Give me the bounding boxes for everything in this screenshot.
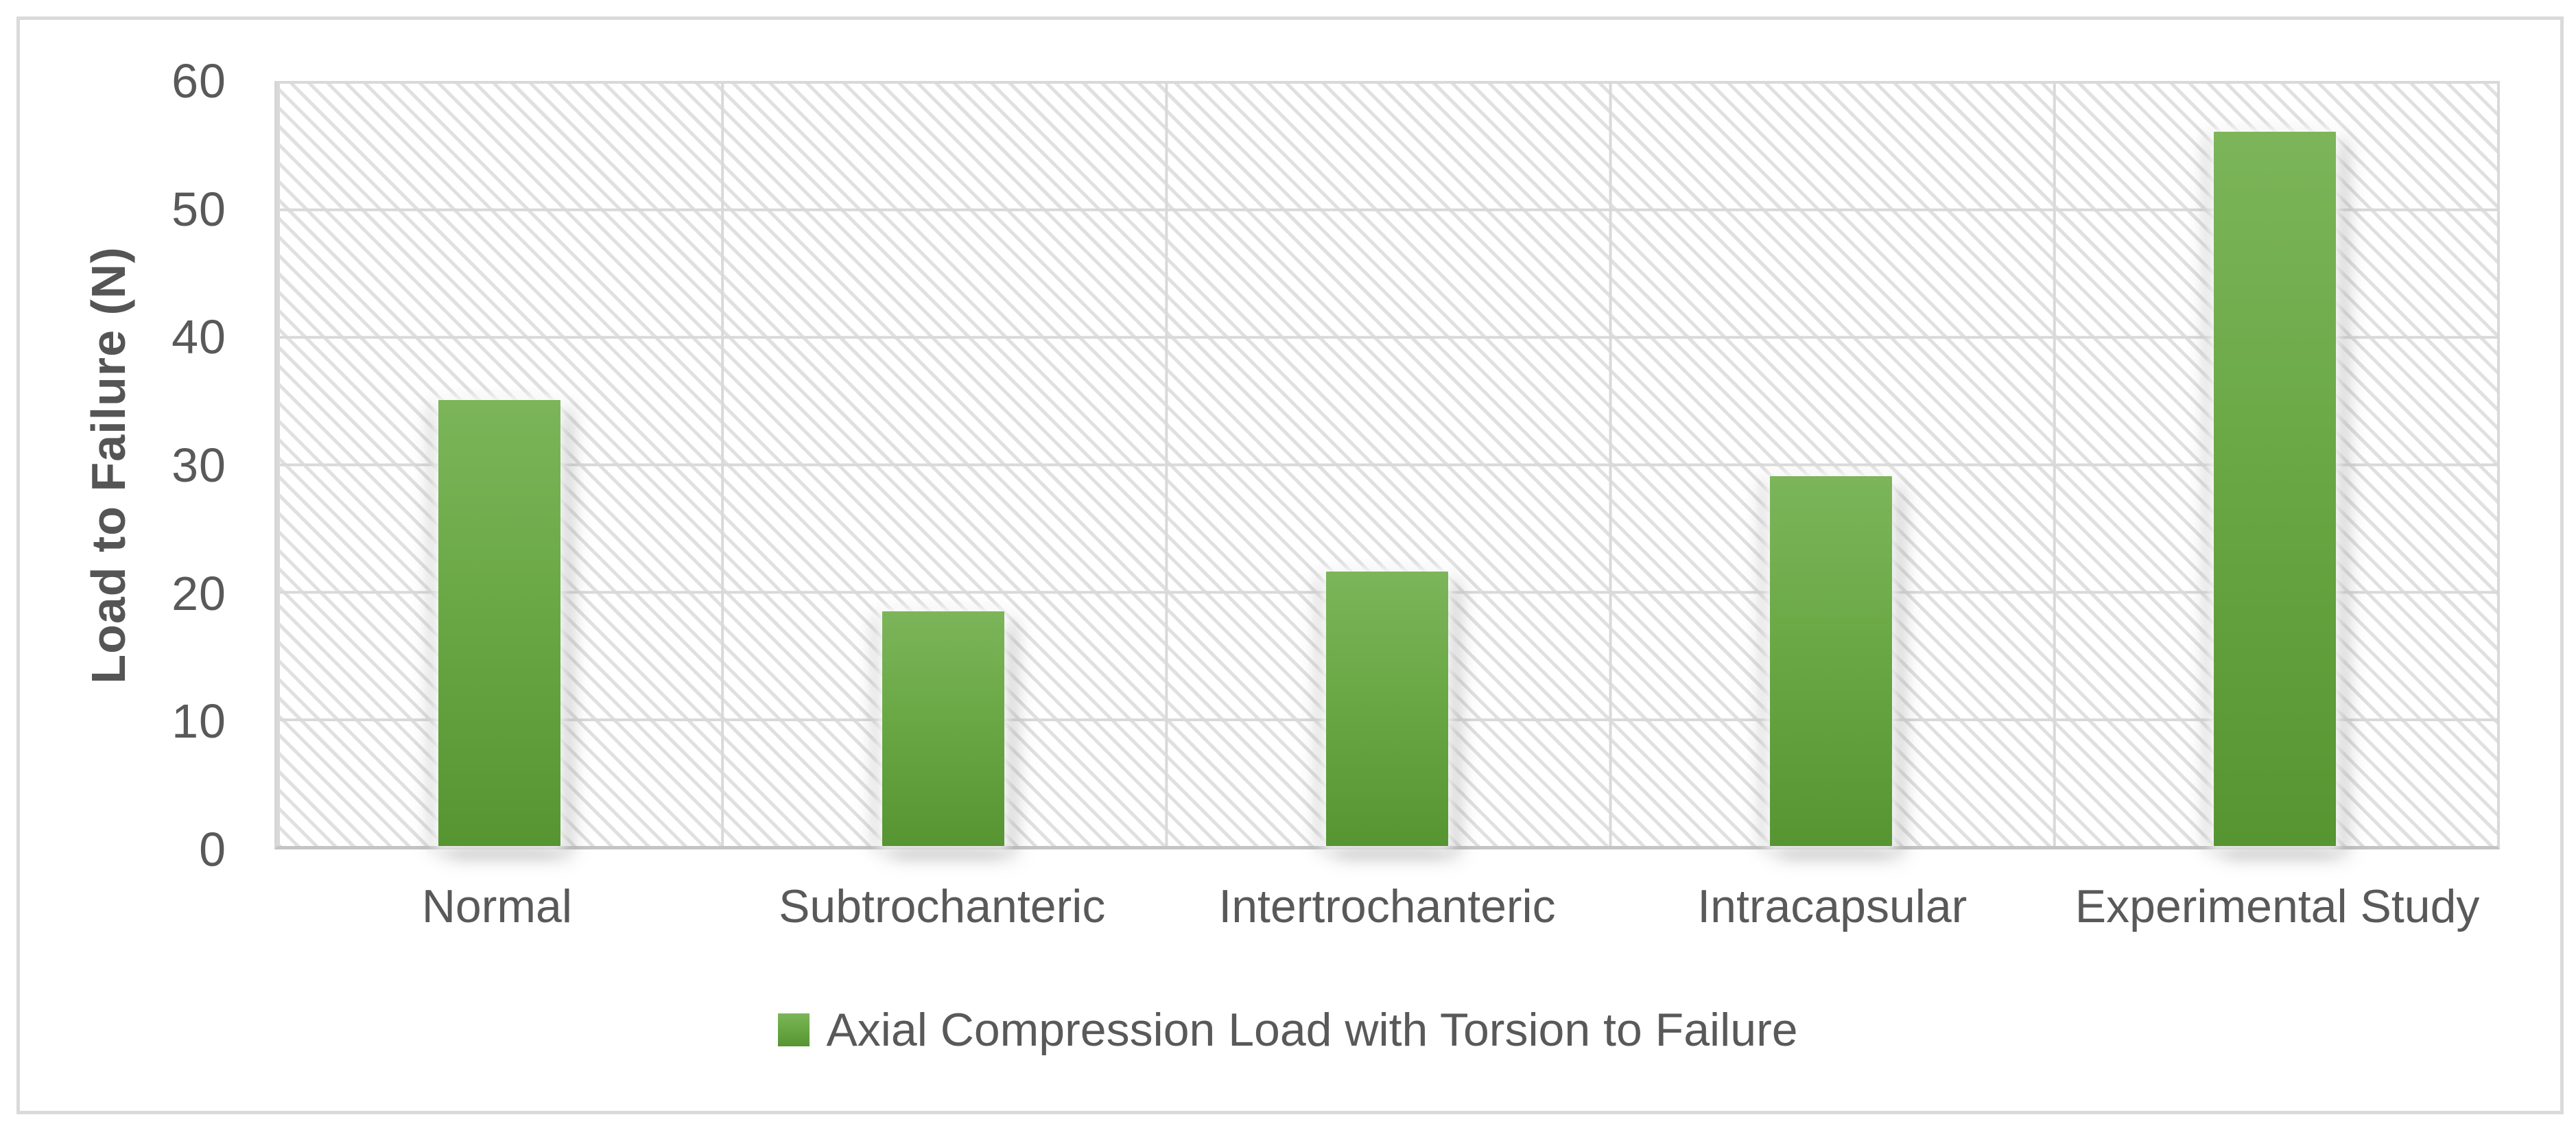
y-axis-tick-labels: 0 10 20 30 40 50 60 [0, 54, 226, 876]
category-label: Normal [421, 880, 572, 932]
legend: Axial Compression Load with Torsion to F… [0, 1003, 2576, 1057]
bar-experimental-study [2214, 132, 2337, 846]
y-tick-label-40: 40 [172, 310, 226, 364]
y-tick-label-0: 0 [199, 823, 226, 876]
bar-intracapsular [1770, 476, 1893, 846]
y-tick-label-30: 30 [172, 438, 226, 492]
plot-area [274, 81, 2500, 849]
y-tick-label-50: 50 [172, 182, 226, 236]
legend-swatch-icon [778, 1013, 810, 1046]
category-label: Subtrochanteric [779, 880, 1106, 932]
y-tick-label-10: 10 [172, 694, 226, 749]
y-tick-label-20: 20 [172, 566, 226, 620]
bar-intertrochanteric [1326, 572, 1448, 846]
x-axis-category-labels: Normal Subtrochanteric Intertrochanteric In… [274, 880, 2500, 933]
category-label: Experimental Study [2075, 880, 2480, 932]
bar-subtrochanteric [882, 611, 1004, 846]
category-label: Intertrochanteric [1218, 880, 1556, 932]
category-label: Intracapsular [1697, 880, 1968, 932]
legend-label: Axial Compression Load with Torsion to F… [826, 1004, 1798, 1056]
y-tick-label-60: 60 [172, 54, 226, 108]
bar-normal [438, 399, 560, 846]
